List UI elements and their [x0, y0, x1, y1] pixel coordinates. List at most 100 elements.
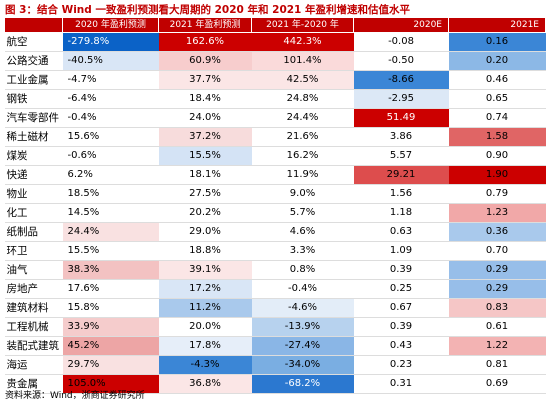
cell-growth-diff: 11.9% [251, 165, 354, 185]
cell-2021-forecast: 17.2% [158, 279, 252, 299]
cell-2020-forecast: -0.6% [62, 146, 159, 166]
sector-name: 工业金属 [4, 70, 63, 90]
sector-name: 物业 [4, 184, 63, 204]
table-row: 化工 14.5% 20.2% 5.7% 1.18 1.23 [4, 203, 546, 223]
sector-name: 煤炭 [4, 146, 63, 166]
cell-2021-forecast: 27.5% [158, 184, 252, 204]
cell-2021-forecast: 20.2% [158, 203, 252, 223]
cell-2021e: 0.29 [448, 279, 546, 299]
cell-2020e: 1.56 [353, 184, 449, 204]
cell-growth-diff: -27.4% [251, 336, 354, 356]
sector-name: 航空 [4, 32, 63, 52]
cell-2020e: 0.39 [353, 260, 449, 280]
cell-2021-forecast: 24.0% [158, 108, 252, 128]
table-row: 快递 6.2% 18.1% 11.9% 29.21 1.90 [4, 165, 546, 185]
cell-2020e: 0.39 [353, 317, 449, 337]
table-row: 装配式建筑 45.2% 17.8% -27.4% 0.43 1.22 [4, 336, 546, 356]
cell-2021-forecast: 37.2% [158, 127, 252, 147]
cell-2021e: 0.90 [448, 146, 546, 166]
table-row: 稀土磁材 15.6% 37.2% 21.6% 3.86 1.58 [4, 127, 546, 147]
cell-2021e: 1.22 [448, 336, 546, 356]
table-row: 工程机械 33.9% 20.0% -13.9% 0.39 0.61 [4, 317, 546, 337]
cell-growth-diff: 24.4% [251, 108, 354, 128]
table-row: 房地产 17.6% 17.2% -0.4% 0.25 0.29 [4, 279, 546, 299]
cell-2020e: 0.63 [353, 222, 449, 242]
cell-2021e: 0.69 [448, 374, 546, 394]
cell-growth-diff: 21.6% [251, 127, 354, 147]
sector-name: 纸制品 [4, 222, 63, 242]
cell-2020e: 5.57 [353, 146, 449, 166]
cell-growth-diff: 4.6% [251, 222, 354, 242]
cell-2021-forecast: 18.4% [158, 89, 252, 109]
sector-name: 贵金属 [4, 374, 63, 394]
cell-2021-forecast: 29.0% [158, 222, 252, 242]
table-row: 贵金属 105.0% 36.8% -68.2% 0.31 0.69 [4, 374, 546, 394]
table-row: 纸制品 24.4% 29.0% 4.6% 0.63 0.36 [4, 222, 546, 242]
sector-name: 油气 [4, 260, 63, 280]
cell-growth-diff: 5.7% [251, 203, 354, 223]
sector-name: 稀土磁材 [4, 127, 63, 147]
table-row: 油气 38.3% 39.1% 0.8% 0.39 0.29 [4, 260, 546, 280]
cell-growth-diff: 101.4% [251, 51, 354, 71]
sector-name: 钢铁 [4, 89, 63, 109]
cell-2021e: 0.61 [448, 317, 546, 337]
cell-2020-forecast: 15.5% [62, 241, 159, 261]
table-body: 航空 -279.8% 162.6% 442.3% -0.08 0.16 公路交通 -40.5%… [4, 32, 546, 394]
table-row: 海运 29.7% -4.3% -34.0% 0.23 0.81 [4, 355, 546, 375]
header-2020e: 2020E [353, 17, 449, 33]
sector-name: 装配式建筑 [4, 336, 63, 356]
cell-2021-forecast: 11.2% [158, 298, 252, 318]
cell-2021-forecast: -4.3% [158, 355, 252, 375]
cell-2020-forecast: -0.4% [62, 108, 159, 128]
table-row: 汽车零部件 -0.4% 24.0% 24.4% 51.49 0.74 [4, 108, 546, 128]
cell-2021e: 0.29 [448, 260, 546, 280]
table-row: 环卫 15.5% 18.8% 3.3% 1.09 0.70 [4, 241, 546, 261]
cell-2020-forecast: 6.2% [62, 165, 159, 185]
cell-2020e: 1.09 [353, 241, 449, 261]
header-2021-forecast: 2021 年盈利预测 [158, 17, 252, 33]
cell-2020e: 29.21 [353, 165, 449, 185]
figure-title: 图 3：结合 Wind 一致盈利预测看大周期的 2020 年和 2021 年盈利… [5, 4, 411, 16]
table-row: 钢铁 -6.4% 18.4% 24.8% -2.95 0.65 [4, 89, 546, 109]
cell-2021e: 0.70 [448, 241, 546, 261]
cell-2020-forecast: 105.0% [62, 374, 159, 394]
cell-2020e: 0.67 [353, 298, 449, 318]
cell-2021e: 0.74 [448, 108, 546, 128]
cell-2021-forecast: 18.1% [158, 165, 252, 185]
cell-growth-diff: 16.2% [251, 146, 354, 166]
source-note: 资料来源：Wind，浙商证券研究所 [5, 391, 145, 401]
cell-2021e: 0.46 [448, 70, 546, 90]
cell-2020e: -0.50 [353, 51, 449, 71]
cell-2021e: 0.79 [448, 184, 546, 204]
cell-2020-forecast: 14.5% [62, 203, 159, 223]
cell-2020e: -0.08 [353, 32, 449, 52]
cell-growth-diff: 442.3% [251, 32, 354, 52]
cell-growth-diff: 42.5% [251, 70, 354, 90]
cell-2020e: -2.95 [353, 89, 449, 109]
sector-name: 建筑材料 [4, 298, 63, 318]
cell-2020-forecast: 17.6% [62, 279, 159, 299]
sector-name: 公路交通 [4, 51, 63, 71]
cell-growth-diff: -13.9% [251, 317, 354, 337]
cell-2021e: 0.36 [448, 222, 546, 242]
sector-name: 汽车零部件 [4, 108, 63, 128]
cell-2020-forecast: 38.3% [62, 260, 159, 280]
cell-growth-diff: -68.2% [251, 374, 354, 394]
cell-growth-diff: 24.8% [251, 89, 354, 109]
sector-name: 工程机械 [4, 317, 63, 337]
cell-2021-forecast: 36.8% [158, 374, 252, 394]
cell-2021e: 1.23 [448, 203, 546, 223]
cell-2020e: 0.43 [353, 336, 449, 356]
cell-2021-forecast: 37.7% [158, 70, 252, 90]
cell-2021-forecast: 60.9% [158, 51, 252, 71]
cell-2021e: 0.16 [448, 32, 546, 52]
sector-name: 快递 [4, 165, 63, 185]
cell-2020e: 3.86 [353, 127, 449, 147]
cell-2020-forecast: -40.5% [62, 51, 159, 71]
cell-2020-forecast: 18.5% [62, 184, 159, 204]
cell-2021e: 0.20 [448, 51, 546, 71]
cell-growth-diff: 0.8% [251, 260, 354, 280]
table-header-row: 2020 年盈利预测 2021 年盈利预测 2021 年-2020 年 2020… [4, 17, 546, 33]
cell-2020-forecast: 15.8% [62, 298, 159, 318]
